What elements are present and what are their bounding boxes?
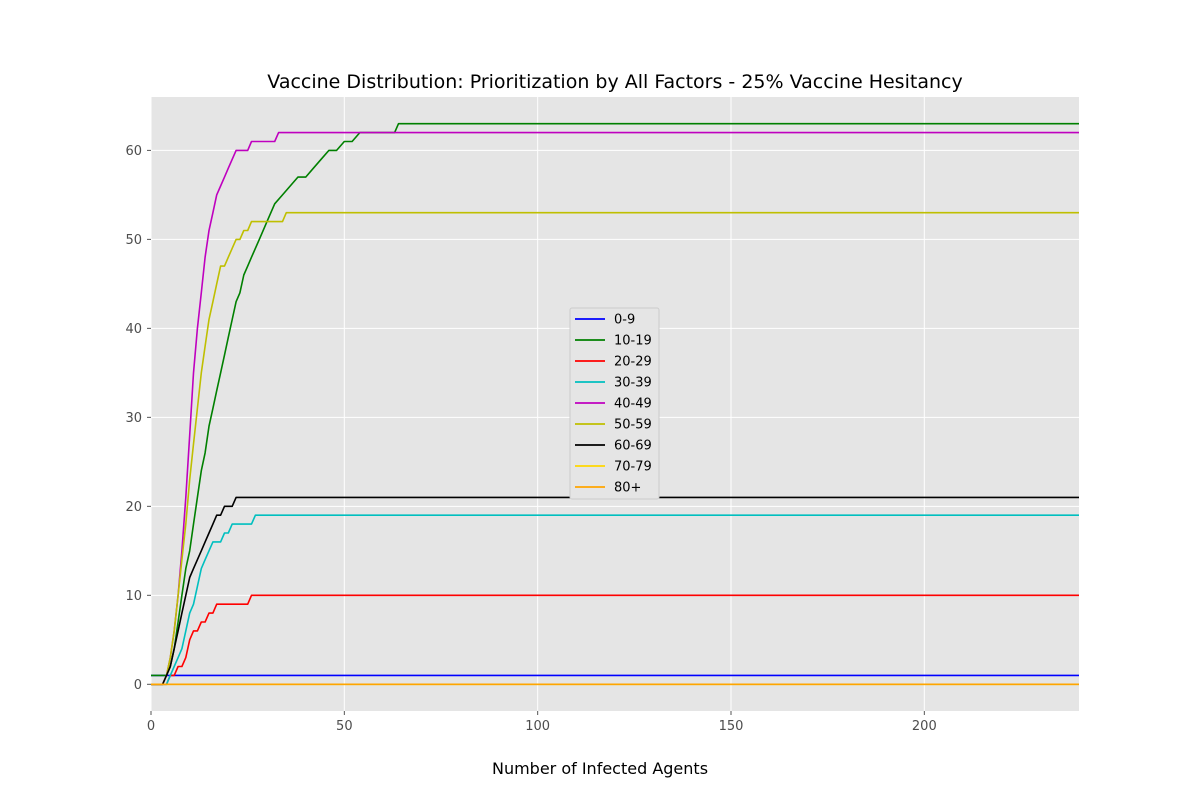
y-tick-label: 30 xyxy=(125,411,142,426)
legend-label-30-39: 30-39 xyxy=(614,376,652,391)
y-tick-labels: 0 10 20 30 40 50 60 xyxy=(125,144,151,693)
legend-label-40-49: 40-49 xyxy=(614,397,652,412)
x-tick-label: 100 xyxy=(525,719,550,734)
x-axis-label: Number of Infected Agents xyxy=(492,759,708,778)
series-lines xyxy=(151,122,1079,686)
legend-label-0-9: 0-9 xyxy=(614,313,635,328)
chart-title: Vaccine Distribution: Prioritization by … xyxy=(267,71,962,93)
legend: 0-9 10-19 20-29 30-39 40-49 50-59 60-69 70-79 80… xyxy=(569,307,660,500)
x-tick-label: 200 xyxy=(912,719,937,734)
y-tick-label: 60 xyxy=(125,144,142,159)
x-tick-label: 150 xyxy=(719,719,744,734)
y-tick-label: 40 xyxy=(125,322,142,337)
series-line-10-19 xyxy=(151,122,1079,677)
y-tick-label: 50 xyxy=(125,233,142,248)
y-tick-label: 0 xyxy=(134,678,142,693)
y-tick-label: 20 xyxy=(125,500,142,515)
legend-label-80: 80+ xyxy=(614,481,641,496)
legend-label-10-19: 10-19 xyxy=(614,334,652,349)
series-line-60-69 xyxy=(151,496,1079,686)
legend-label-20-29: 20-29 xyxy=(614,355,652,370)
series-line-30-39 xyxy=(151,514,1079,686)
x-tick-labels: 0 50 100 150 200 xyxy=(147,711,937,734)
series-line-50-59 xyxy=(151,211,1079,686)
legend-label-60-69: 60-69 xyxy=(614,439,652,454)
x-tick-label: 50 xyxy=(336,719,353,734)
y-tick-label: 10 xyxy=(125,589,142,604)
series-line-20-29 xyxy=(151,594,1079,686)
legend-label-50-59: 50-59 xyxy=(614,418,652,433)
legend-box xyxy=(569,307,660,500)
x-tick-label: 0 xyxy=(147,719,155,734)
legend-label-70-79: 70-79 xyxy=(614,460,652,475)
